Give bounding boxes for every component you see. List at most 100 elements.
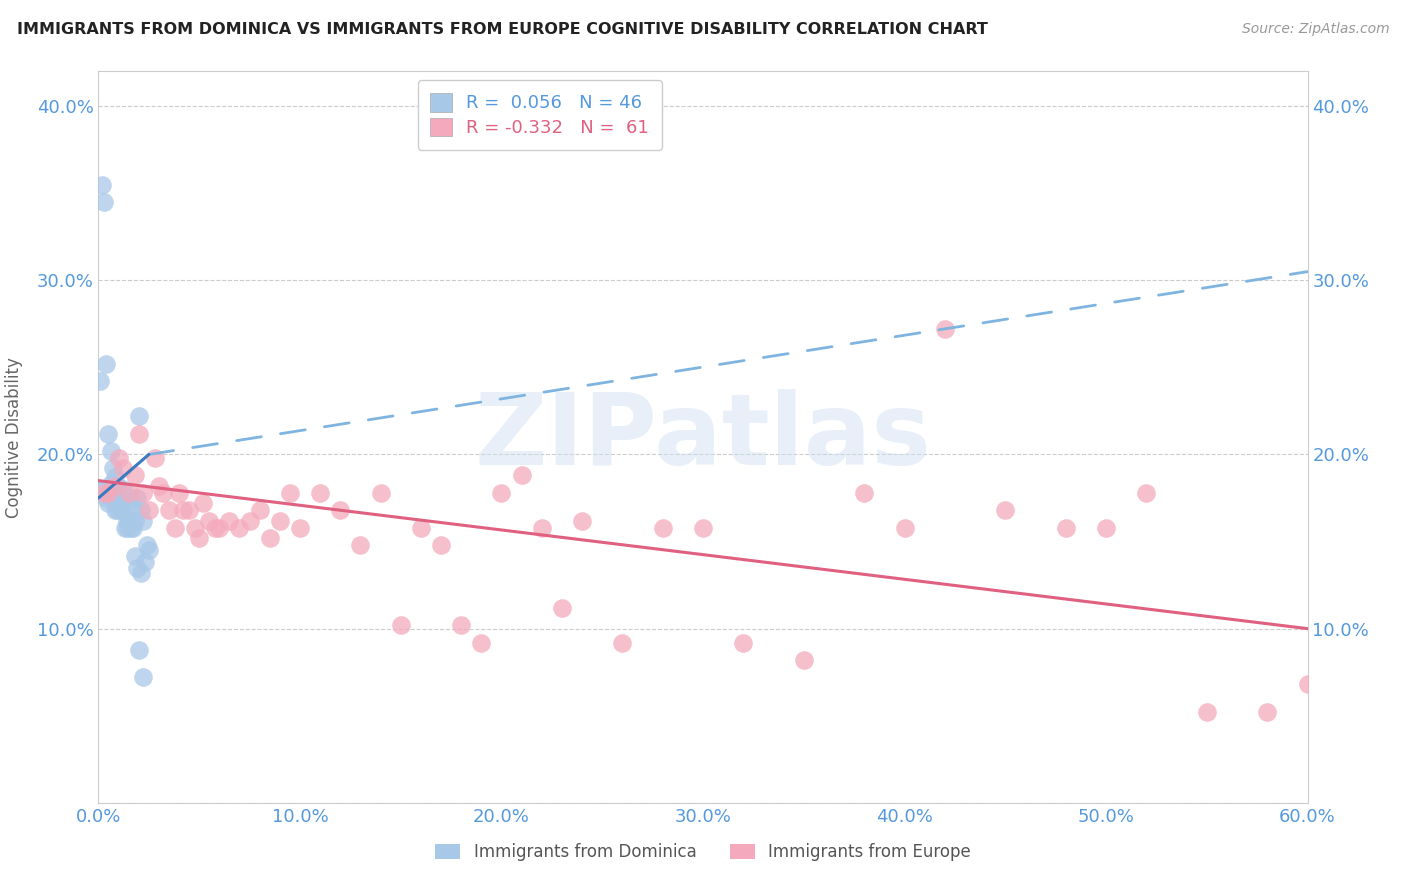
Point	[107, 450, 129, 465]
Point	[491, 485, 513, 500]
Point	[934, 322, 956, 336]
Point	[105, 479, 128, 493]
Point	[135, 538, 157, 552]
Point	[612, 635, 634, 649]
Point	[143, 450, 166, 465]
Point	[125, 491, 148, 505]
Point	[134, 556, 156, 570]
Point	[91, 178, 114, 192]
Point	[853, 485, 876, 500]
Point	[510, 468, 533, 483]
Point	[208, 521, 231, 535]
Point	[184, 521, 207, 535]
Point	[1135, 485, 1157, 500]
Point	[124, 468, 146, 483]
Point	[349, 538, 371, 552]
Point	[389, 618, 412, 632]
Point	[93, 483, 115, 497]
Point	[204, 521, 226, 535]
Point	[124, 549, 146, 563]
Point	[121, 503, 143, 517]
Point	[1095, 521, 1118, 535]
Point	[651, 521, 673, 535]
Y-axis label: Cognitive Disability: Cognitive Disability	[4, 357, 22, 517]
Point	[228, 521, 250, 535]
Point	[179, 503, 201, 517]
Point	[114, 521, 136, 535]
Point	[172, 503, 194, 517]
Point	[309, 485, 332, 500]
Point	[120, 521, 142, 535]
Point	[148, 479, 170, 493]
Point	[430, 538, 453, 552]
Point	[138, 503, 160, 517]
Point	[89, 375, 111, 389]
Point	[128, 426, 150, 441]
Text: IMMIGRANTS FROM DOMINICA VS IMMIGRANTS FROM EUROPE COGNITIVE DISABILITY CORRELAT: IMMIGRANTS FROM DOMINICA VS IMMIGRANTS F…	[17, 22, 988, 37]
Point	[288, 521, 311, 535]
Point	[96, 491, 118, 505]
Point	[1256, 705, 1278, 719]
Point	[132, 514, 155, 528]
Point	[1296, 677, 1319, 691]
Point	[530, 521, 553, 535]
Point	[115, 514, 138, 528]
Point	[218, 514, 240, 528]
Point	[105, 503, 128, 517]
Text: ZIPatlas: ZIPatlas	[475, 389, 931, 485]
Point	[129, 566, 152, 580]
Point	[111, 483, 134, 497]
Text: Source: ZipAtlas.com: Source: ZipAtlas.com	[1241, 22, 1389, 37]
Point	[167, 485, 190, 500]
Point	[100, 477, 122, 491]
Point	[198, 514, 221, 528]
Point	[124, 514, 146, 528]
Point	[93, 485, 115, 500]
Point	[692, 521, 714, 535]
Point	[111, 461, 134, 475]
Legend: Immigrants from Dominica, Immigrants from Europe: Immigrants from Dominica, Immigrants fro…	[429, 837, 977, 868]
Point	[893, 521, 915, 535]
Point	[97, 485, 120, 500]
Point	[115, 521, 138, 535]
Point	[101, 461, 124, 475]
Point	[125, 560, 148, 574]
Point	[239, 514, 262, 528]
Point	[132, 670, 155, 684]
Point	[120, 491, 142, 505]
Point	[269, 514, 291, 528]
Point	[163, 521, 186, 535]
Point	[107, 496, 129, 510]
Point	[249, 503, 271, 517]
Point	[157, 503, 180, 517]
Point	[278, 485, 301, 500]
Point	[188, 531, 211, 545]
Point	[103, 470, 125, 484]
Point	[409, 521, 432, 535]
Point	[121, 521, 143, 535]
Point	[96, 357, 118, 371]
Point	[91, 483, 114, 497]
Point	[138, 543, 160, 558]
Point	[1195, 705, 1218, 719]
Point	[152, 485, 174, 500]
Point	[259, 531, 281, 545]
Point	[101, 491, 124, 505]
Point	[193, 496, 215, 510]
Point	[110, 491, 132, 505]
Point	[111, 503, 134, 517]
Point	[103, 479, 125, 493]
Point	[114, 491, 136, 505]
Point	[470, 635, 492, 649]
Point	[129, 503, 152, 517]
Point	[994, 503, 1017, 517]
Point	[571, 514, 593, 528]
Point	[551, 600, 574, 615]
Point	[110, 503, 132, 517]
Point	[107, 485, 129, 500]
Point	[1054, 521, 1077, 535]
Point	[118, 491, 141, 505]
Point	[793, 653, 815, 667]
Point	[103, 503, 125, 517]
Point	[128, 409, 150, 424]
